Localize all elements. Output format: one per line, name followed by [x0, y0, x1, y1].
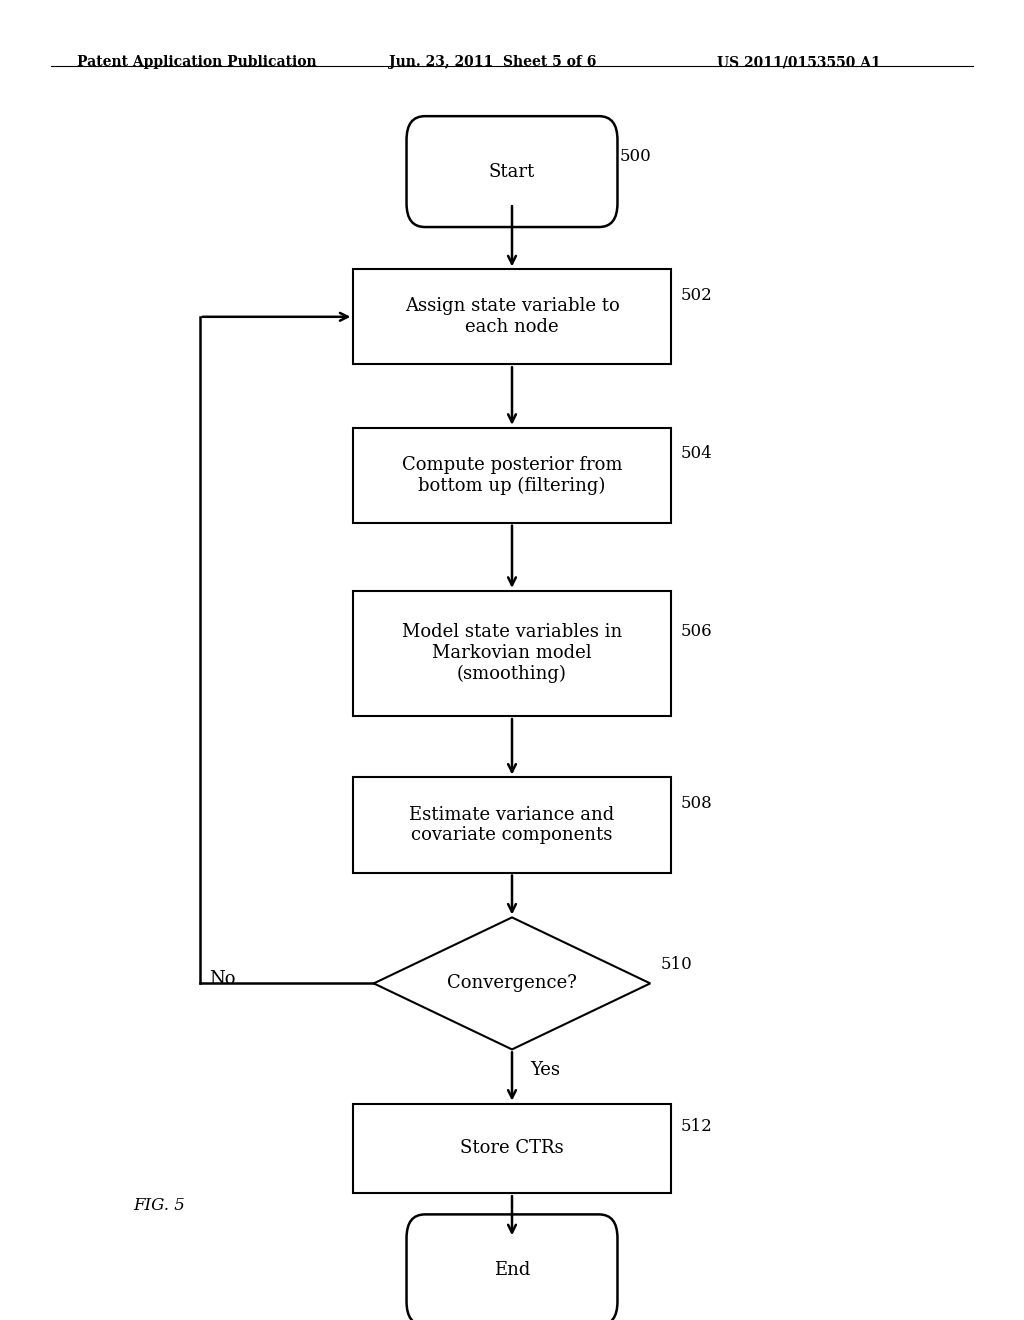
- Bar: [353, 1104, 671, 1193]
- Text: US 2011/0153550 A1: US 2011/0153550 A1: [717, 55, 881, 70]
- Bar: [353, 269, 671, 364]
- Text: 506: 506: [681, 623, 713, 640]
- Text: Jun. 23, 2011  Sheet 5 of 6: Jun. 23, 2011 Sheet 5 of 6: [389, 55, 597, 70]
- Text: FIG. 5: FIG. 5: [133, 1197, 185, 1213]
- Text: End: End: [494, 1261, 530, 1279]
- Text: Yes: Yes: [530, 1061, 560, 1078]
- Text: 512: 512: [681, 1118, 713, 1135]
- Bar: [353, 428, 671, 523]
- Text: 508: 508: [681, 795, 713, 812]
- Text: 500: 500: [620, 148, 651, 165]
- Text: Compute posterior from
bottom up (filtering): Compute posterior from bottom up (filter…: [401, 455, 623, 495]
- Text: Estimate variance and
covariate components: Estimate variance and covariate componen…: [410, 805, 614, 845]
- Bar: [353, 777, 671, 873]
- Text: 510: 510: [660, 956, 692, 973]
- Text: Store CTRs: Store CTRs: [460, 1139, 564, 1158]
- Text: Patent Application Publication: Patent Application Publication: [77, 55, 316, 70]
- FancyBboxPatch shape: [407, 1214, 617, 1320]
- FancyBboxPatch shape: [407, 116, 617, 227]
- Polygon shape: [374, 917, 650, 1049]
- Text: Model state variables in
Markovian model
(smoothing): Model state variables in Markovian model…: [401, 623, 623, 684]
- Text: No: No: [209, 970, 236, 989]
- Text: 504: 504: [681, 445, 713, 462]
- Text: Convergence?: Convergence?: [447, 974, 577, 993]
- Text: 502: 502: [681, 286, 713, 304]
- Text: Assign state variable to
each node: Assign state variable to each node: [404, 297, 620, 337]
- Bar: [353, 591, 671, 715]
- Text: Start: Start: [488, 162, 536, 181]
